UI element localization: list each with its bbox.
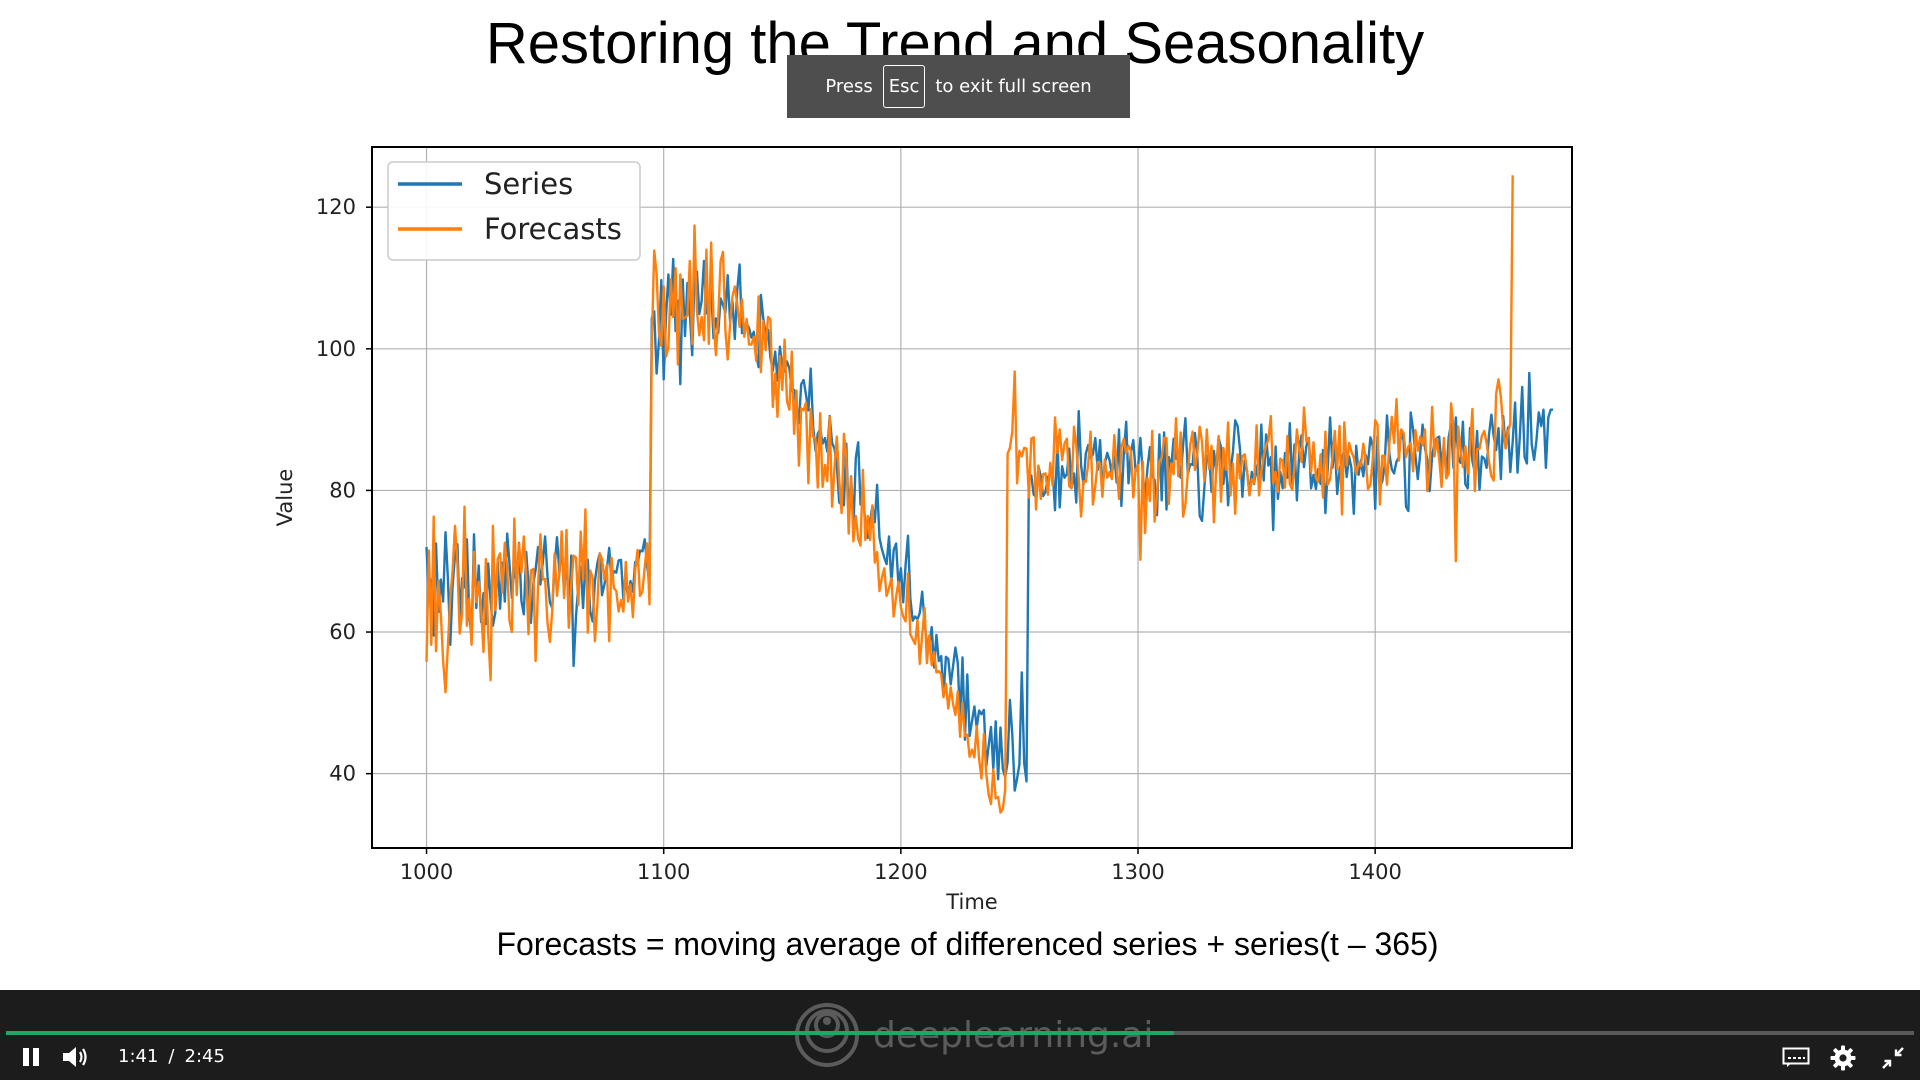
legend-box: [387, 161, 641, 261]
y-tick-label: 100: [316, 337, 356, 361]
plot-frame: [371, 146, 1573, 849]
y-axis-label: Value: [273, 469, 297, 527]
x-tick-label: 1300: [1111, 860, 1164, 884]
x-axis-label: Time: [945, 890, 997, 914]
y-tick-label: 120: [316, 195, 356, 219]
toast-rest-text: to exit full screen: [935, 76, 1092, 97]
watermark: deeplearning.ai: [795, 1003, 1153, 1067]
chart-grid: [372, 147, 1572, 848]
settings-button[interactable]: [1828, 1043, 1858, 1073]
y-tick-label: 40: [329, 762, 356, 786]
legend: Series Forecasts: [387, 161, 641, 261]
esc-key-badge: Esc: [882, 65, 926, 108]
progress-bar-played: [6, 1031, 1174, 1035]
duration: 2:45: [184, 1046, 225, 1067]
exit-fullscreen-button[interactable]: [1878, 1043, 1908, 1073]
volume-button[interactable]: [58, 1042, 92, 1072]
chart-ticks: 1000 1100 1200 1300 1400 40 60 80 100 120: [316, 195, 1402, 884]
exit-fullscreen-toast: Press Esc to exit full screen: [787, 55, 1130, 118]
gear-icon: [1830, 1045, 1856, 1071]
chart: 1000 1100 1200 1300 1400 40 60 80 100 120 Time Va…: [273, 146, 1573, 914]
series-line-forecasts: [425, 175, 1514, 814]
legend-label-forecasts: Forecasts: [484, 212, 622, 246]
toast-press-text: Press: [825, 76, 873, 97]
pause-button[interactable]: [14, 1044, 48, 1070]
x-tick-label: 1200: [874, 860, 927, 884]
pause-icon: [23, 1048, 39, 1066]
time-separator: /: [168, 1046, 175, 1067]
captions-button[interactable]: [1780, 1044, 1812, 1070]
deeplearning-logo-icon: [795, 1003, 859, 1067]
legend-label-series: Series: [484, 167, 573, 201]
x-tick-label: 1100: [637, 860, 690, 884]
exit-fullscreen-icon: [1882, 1047, 1904, 1069]
slide: Restoring the Trend and Seasonality 1000…: [273, 11, 1573, 962]
slide-caption: Forecasts = moving average of difference…: [496, 926, 1439, 962]
current-time: 1:41: [118, 1046, 159, 1067]
captions-icon: [1782, 1047, 1810, 1067]
x-tick-label: 1000: [400, 860, 453, 884]
player-control-bar: [0, 990, 1920, 1080]
volume-icon: [63, 1047, 87, 1067]
watermark-text: deeplearning.ai: [873, 1014, 1154, 1056]
progress-bar[interactable]: [6, 1031, 1914, 1035]
y-tick-label: 60: [329, 620, 356, 644]
chart-series: [425, 175, 1553, 814]
time-readout: 1:41 / 2:45: [118, 1047, 225, 1067]
series-line-series: [425, 257, 1553, 792]
y-tick-label: 80: [329, 478, 356, 502]
x-tick-label: 1400: [1348, 860, 1401, 884]
